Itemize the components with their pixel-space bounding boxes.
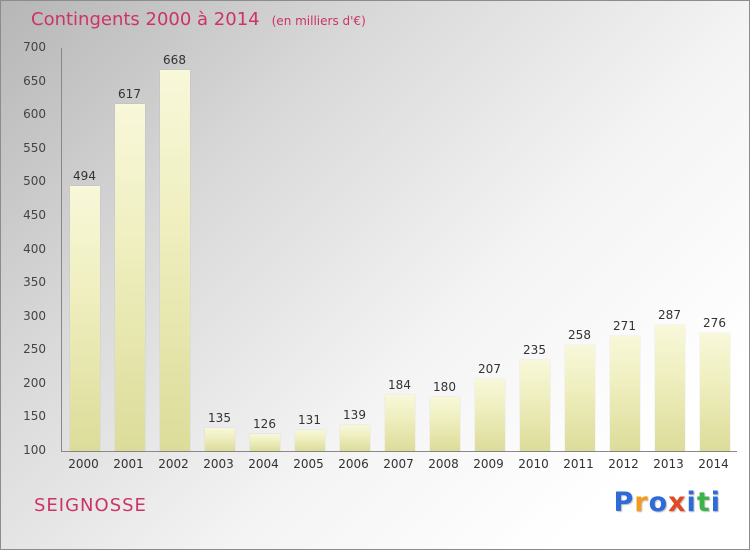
chart-header: Contingents 2000 à 2014 (en milliers d'€) [31, 9, 366, 30]
y-tick-label: 400 [23, 241, 46, 256]
bar-2011 [564, 344, 595, 451]
bar-2005 [294, 430, 325, 451]
logo-letter: P [613, 487, 635, 518]
y-tick-label: 350 [23, 275, 46, 290]
bar-cell: 668 [152, 48, 197, 451]
x-tick-label: 2008 [428, 457, 459, 471]
bar-cell: 180 [422, 48, 467, 451]
y-tick-label: 300 [23, 308, 46, 323]
bar-cell: 271 [602, 48, 647, 451]
bar-2008 [429, 397, 460, 451]
chart-subtitle: (en milliers d'€) [271, 14, 366, 28]
y-tick-label: 100 [23, 443, 46, 457]
bar-value-label: 271 [613, 319, 636, 334]
bar-2013 [654, 325, 685, 451]
bar-2002 [159, 69, 190, 451]
bar-value-label: 617 [118, 86, 141, 101]
logo-letter: t [696, 487, 711, 518]
location-label: SEIGNOSSE [34, 495, 147, 516]
bar-2001 [114, 103, 145, 451]
x-tick-label: 2006 [338, 457, 369, 471]
bar-value-label: 131 [298, 413, 321, 428]
y-tick-label: 700 [23, 40, 46, 54]
bar-value-label: 184 [388, 377, 411, 392]
bar-value-label: 139 [343, 407, 366, 422]
x-tick-label: 2001 [113, 457, 144, 471]
x-tick-label: 2003 [203, 457, 234, 471]
x-tick-label: 2012 [608, 457, 639, 471]
x-tick-label: 2013 [653, 457, 684, 471]
bar-2006 [339, 424, 370, 451]
x-tick-label: 2000 [68, 457, 99, 471]
x-tick-label: 2005 [293, 457, 324, 471]
y-tick-label: 200 [23, 375, 46, 390]
bar-cell: 235 [512, 48, 557, 451]
bar-2007 [384, 394, 415, 451]
x-tick-label: 2007 [383, 457, 414, 471]
x-tick-label: 2004 [248, 457, 279, 471]
bar-value-label: 258 [568, 327, 591, 342]
y-tick-label: 600 [23, 107, 46, 122]
bar-cell: 131 [287, 48, 332, 451]
bar-2003 [204, 427, 235, 451]
bar-cell: 258 [557, 48, 602, 451]
logo-letter: r [634, 487, 649, 518]
bar-value-label: 494 [73, 169, 96, 184]
y-tick-label: 250 [23, 342, 46, 357]
bar-cell: 494 [62, 48, 107, 451]
y-axis: 700 650 600 550 500 450 400 350 300 250 200 150 100 [1, 1, 56, 549]
bar-value-label: 235 [523, 343, 546, 358]
logo-letter: i [686, 487, 697, 518]
x-tick-label: 2014 [698, 457, 729, 471]
bar-2009 [474, 379, 505, 451]
bar-value-label: 668 [163, 52, 186, 67]
y-tick-label: 450 [23, 207, 46, 222]
bar-value-label: 180 [433, 380, 456, 395]
y-tick-label: 150 [23, 409, 46, 424]
y-tick-label: 500 [23, 174, 46, 189]
y-tick-label: 650 [23, 73, 46, 88]
bar-value-label: 126 [253, 416, 276, 431]
bar-cell: 184 [377, 48, 422, 451]
bar-value-label: 207 [478, 362, 501, 377]
bar-2004 [249, 433, 280, 451]
bar-cell: 207 [467, 48, 512, 451]
bar-cell: 287 [647, 48, 692, 451]
bar-value-label: 287 [658, 308, 681, 323]
x-tick-label: 2011 [563, 457, 594, 471]
proxiti-logo: Proxiti [613, 487, 721, 518]
chart-title: Contingents 2000 à 2014 [31, 9, 260, 30]
bar-cell: 139 [332, 48, 377, 451]
bar-cell: 126 [242, 48, 287, 451]
bar-2012 [609, 336, 640, 451]
bar-value-label: 135 [208, 410, 231, 425]
x-axis: 2000 2001 2002 2003 2004 2005 2006 2007 2008 2009… [61, 457, 736, 471]
plot-area: 494 617 668 135 126 131 139 184 180 207 235 258 271 2… [61, 48, 737, 452]
bar-2000 [69, 186, 100, 451]
bar-2014 [699, 332, 730, 451]
logo-letter: i [710, 487, 721, 518]
bar-2010 [519, 360, 550, 451]
bar-value-label: 276 [703, 315, 726, 330]
bar-cell: 617 [107, 48, 152, 451]
x-tick-label: 2002 [158, 457, 189, 471]
logo-letter: x [668, 487, 687, 518]
y-tick-label: 550 [23, 140, 46, 155]
logo-letter: o [648, 487, 669, 518]
bar-cell: 276 [692, 48, 737, 451]
x-tick-label: 2009 [473, 457, 504, 471]
x-tick-label: 2010 [518, 457, 549, 471]
bar-cell: 135 [197, 48, 242, 451]
